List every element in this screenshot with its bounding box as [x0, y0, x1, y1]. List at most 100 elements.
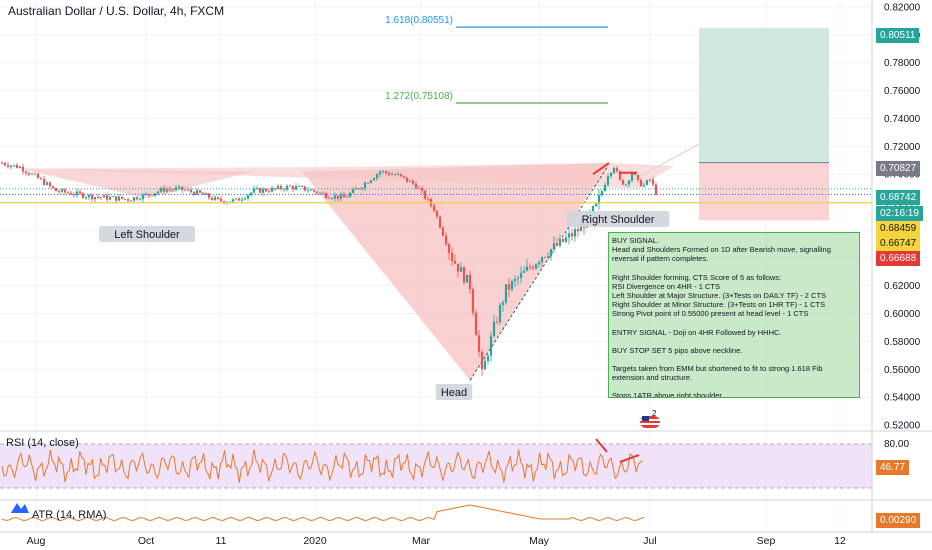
rsi-label[interactable]: RSI (14, close): [6, 437, 79, 449]
candle-body: [234, 198, 238, 200]
candle-body: [285, 185, 289, 190]
candle-body: [336, 195, 340, 199]
candle-body: [387, 172, 391, 175]
candle-body: [447, 244, 451, 253]
candle-body: [489, 336, 493, 356]
candle-body: [519, 272, 523, 278]
neckline-price-tag-2: 0.66747: [876, 236, 921, 251]
candle-body: [219, 198, 223, 202]
candle-body: [180, 186, 184, 190]
candle-body: [51, 186, 55, 188]
candle-body: [288, 185, 292, 187]
neckline-price-tag-1: 0.68459: [876, 221, 921, 236]
candle-body: [120, 196, 124, 199]
candle-body: [12, 164, 16, 166]
fib-extension-lines: 1.618(0.80551) 1.272(0.75108): [385, 15, 608, 104]
rsi-line: [1, 449, 643, 483]
candle-body: [237, 198, 241, 201]
rsi-pane: [0, 430, 932, 489]
candle-body: [102, 195, 106, 198]
candle-body: [36, 173, 40, 179]
candle-body: [261, 188, 265, 193]
candle-body: [117, 196, 121, 201]
event-count-badge: 2: [652, 410, 657, 418]
candle-body: [303, 186, 307, 191]
head-triangle: [302, 163, 608, 381]
candle-body: [357, 188, 361, 190]
candle-body: [549, 249, 553, 257]
x-tick-label: May: [529, 535, 550, 547]
atr-label[interactable]: ATR (14, RMA): [32, 509, 107, 521]
candle-body: [126, 199, 130, 201]
x-tick-label: Oct: [138, 535, 154, 547]
candle-body: [609, 172, 613, 177]
candle-body: [435, 210, 439, 217]
candle-body: [186, 189, 190, 191]
symbol-title: Australian Dollar / U.S. Dollar, 4h, FXC…: [8, 4, 225, 18]
candle-body: [552, 243, 556, 250]
candle-body: [396, 174, 400, 175]
current-price-tag: 0.68742: [876, 190, 921, 205]
candle-body: [567, 233, 571, 238]
candle-body: [312, 189, 316, 192]
candle-body: [621, 179, 625, 185]
candle-body: [276, 186, 280, 189]
candle-body: [486, 355, 490, 361]
candle-body: [93, 197, 97, 200]
candle-body: [45, 182, 49, 185]
candle-body: [618, 171, 622, 180]
candle-body: [249, 192, 253, 196]
candle-body: [561, 238, 565, 242]
candle-body: [63, 189, 67, 193]
candle-body: [267, 191, 271, 193]
candle-body: [123, 198, 127, 200]
tradingview-logo-icon[interactable]: [10, 500, 30, 514]
candle-body: [492, 321, 496, 337]
candle-body: [366, 182, 370, 184]
candle-body: [603, 184, 607, 192]
us-flag-icon[interactable]: 2: [638, 409, 662, 430]
y-tick-label: 0.74000: [884, 114, 921, 125]
candle-body: [375, 174, 379, 179]
analysis-note[interactable]: BUY SIGNAL. Head and Shoulders Formed on…: [608, 232, 860, 398]
time-axis: Aug Oct 11 2020 Mar May Jul Sep 12: [27, 535, 846, 547]
candle-body: [174, 187, 178, 190]
candle-body: [84, 197, 88, 198]
candle-body: [543, 257, 547, 258]
candle-body: [306, 190, 310, 192]
candle-body: [414, 183, 418, 189]
stop-price-tag: 0.66688: [876, 251, 921, 266]
candle-body: [408, 180, 412, 182]
right-shoulder-label: Right Shoulder: [582, 214, 655, 226]
divergence-line-price-1: [592, 162, 610, 176]
candle-body: [171, 189, 175, 191]
candle-body: [108, 196, 112, 200]
candle-body: [24, 171, 28, 174]
candle-body: [570, 233, 574, 237]
candle-body: [372, 178, 376, 181]
candle-body: [333, 195, 337, 199]
candle-body: [576, 229, 580, 232]
candle-body: [258, 188, 262, 193]
candle-body: [411, 180, 415, 184]
candle-body: [69, 193, 73, 195]
candle-body: [426, 198, 430, 200]
candle-body: [555, 243, 559, 246]
neckline-lines: [0, 188, 872, 204]
note-paragraph: Stops 1ATR above right shoulder.: [612, 391, 724, 398]
candle-body: [0, 163, 4, 164]
price-axis: 0.820000.800000.780000.760000.740000.720…: [871, 0, 921, 532]
candle-body: [525, 266, 529, 271]
candle-body: [150, 194, 154, 196]
y-tick-label: 0.76000: [884, 86, 921, 97]
head-label-bg: [435, 384, 473, 400]
candle-body: [294, 186, 298, 190]
candle-body: [213, 197, 217, 200]
candle-body: [450, 252, 454, 262]
candle-body: [648, 179, 652, 181]
candle-body: [480, 351, 484, 370]
y-tick-label: 0.56000: [884, 365, 921, 376]
candle-body: [642, 184, 646, 187]
candle-body: [300, 186, 304, 187]
